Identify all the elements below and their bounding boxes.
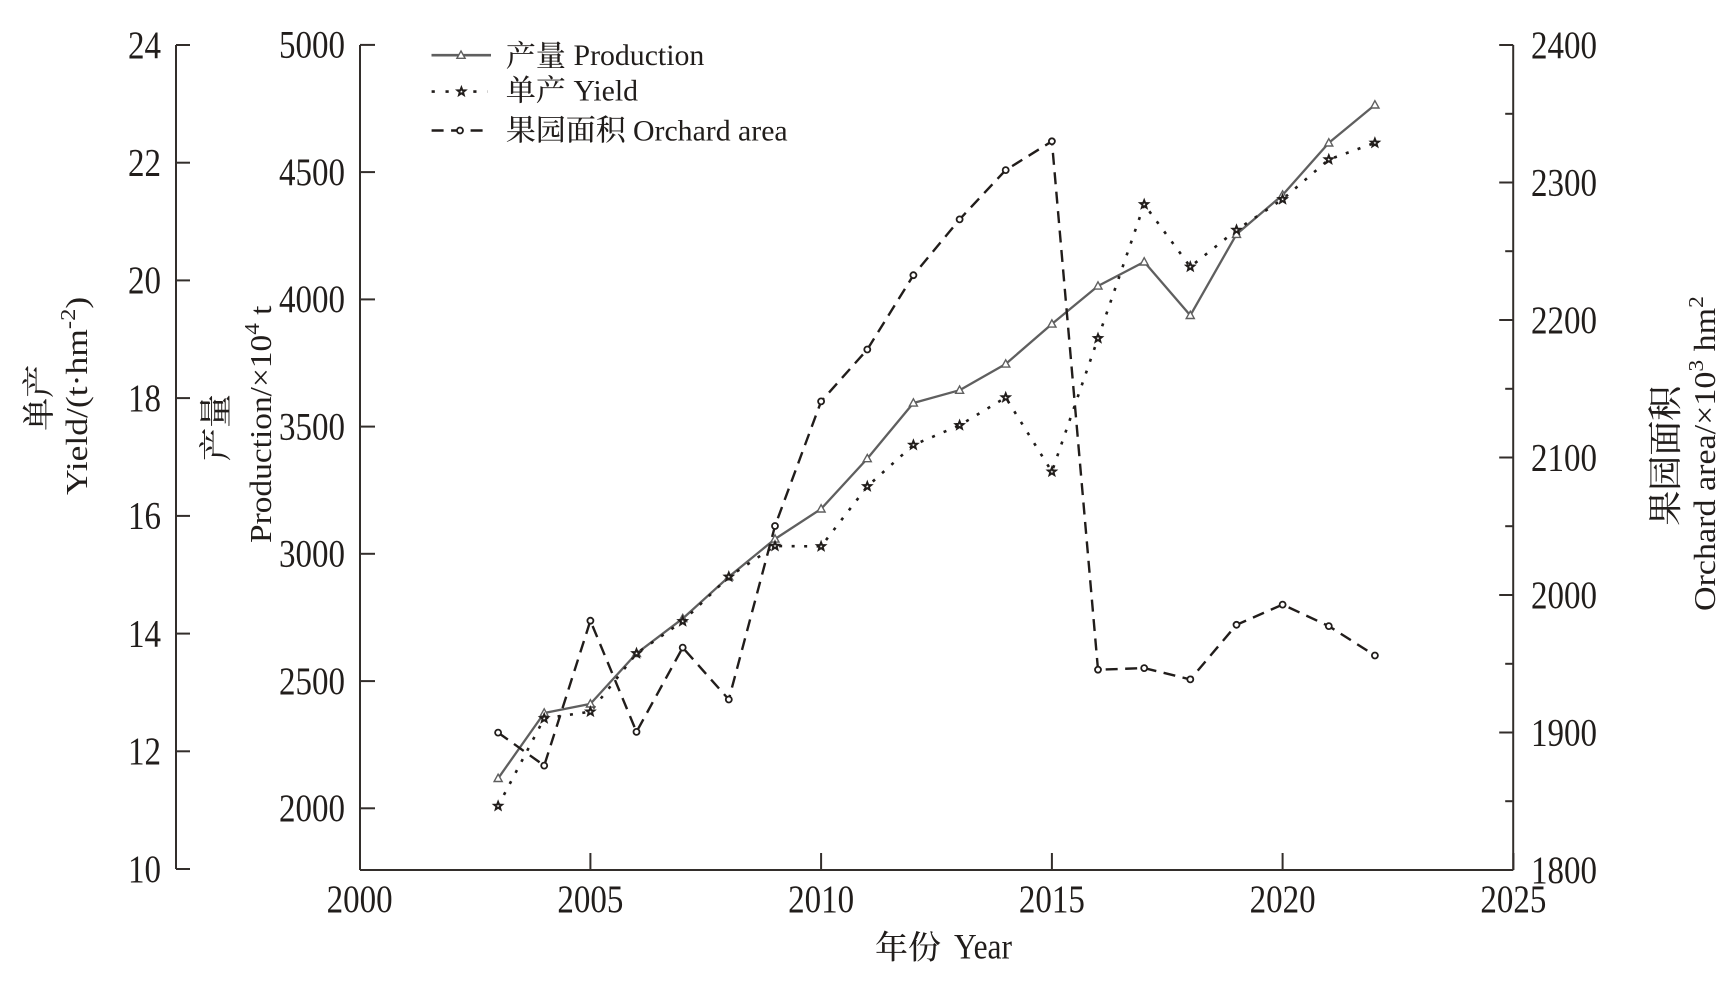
svg-text:3000: 3000	[279, 532, 345, 575]
svg-text:2200: 2200	[1531, 298, 1597, 341]
svg-text:Production/×104 t: Production/×104 t	[240, 305, 278, 543]
svg-text:Production: Production	[574, 39, 705, 72]
svg-text:2020: 2020	[1250, 878, 1316, 921]
svg-text:Yield/(t·hm-2): Yield/(t·hm-2)	[57, 297, 95, 495]
svg-text:5000: 5000	[279, 23, 345, 66]
svg-text:4500: 4500	[279, 151, 345, 194]
svg-text:4000: 4000	[279, 278, 345, 321]
svg-text:20: 20	[128, 259, 161, 302]
svg-text:2300: 2300	[1531, 161, 1597, 204]
svg-text:1900: 1900	[1531, 711, 1597, 754]
svg-text:2005: 2005	[557, 878, 623, 921]
svg-text:2010: 2010	[788, 878, 854, 921]
svg-text:Year: Year	[954, 928, 1012, 967]
svg-text:2015: 2015	[1019, 878, 1085, 921]
svg-text:2000: 2000	[327, 878, 393, 921]
svg-text:2400: 2400	[1531, 23, 1597, 66]
svg-text:Orchard area: Orchard area	[633, 115, 788, 148]
svg-text:16: 16	[128, 494, 161, 537]
svg-text:3500: 3500	[279, 405, 345, 448]
svg-text:2100: 2100	[1531, 436, 1597, 479]
svg-text:24: 24	[128, 23, 161, 66]
svg-text:2500: 2500	[279, 659, 345, 702]
svg-text:22: 22	[128, 141, 161, 184]
svg-text:18: 18	[128, 377, 161, 420]
svg-text:14: 14	[128, 612, 161, 655]
svg-text:2000: 2000	[279, 787, 345, 830]
svg-text:Yield: Yield	[574, 74, 639, 107]
svg-text:2025: 2025	[1480, 878, 1546, 921]
svg-text:Orchard area/×103 hm2: Orchard area/×103 hm2	[1684, 296, 1721, 611]
svg-text:10: 10	[128, 847, 161, 890]
svg-text:12: 12	[128, 730, 161, 773]
svg-text:2000: 2000	[1531, 573, 1597, 616]
svg-text:1800: 1800	[1531, 848, 1597, 891]
